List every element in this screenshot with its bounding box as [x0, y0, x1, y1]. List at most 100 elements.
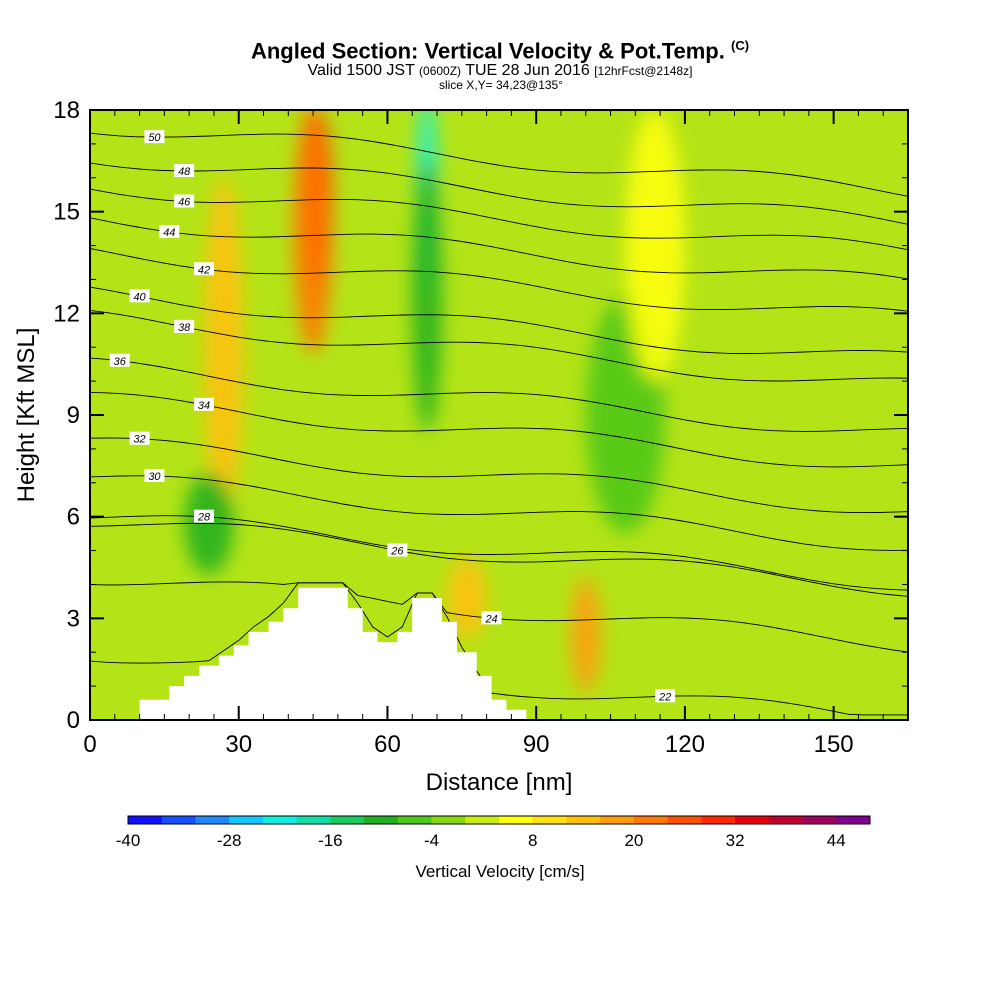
contour-label-44: 44 — [163, 227, 175, 239]
theta-contour-34 — [90, 391, 908, 468]
colorbar-swatch-7 — [364, 816, 399, 824]
velocity-feature-9 — [625, 110, 685, 382]
contour-label-box-26 — [387, 543, 408, 557]
theta-contour-22 — [90, 582, 908, 716]
y-tick-label-15: 15 — [53, 199, 80, 226]
colorbar-swatch-17 — [701, 816, 736, 824]
forecast-info: [12hrFcst@2148z] — [594, 64, 693, 79]
theta-contour-26 — [90, 522, 908, 597]
colorbar-swatch-16 — [667, 816, 702, 824]
colorbar-swatch-11 — [499, 816, 534, 824]
colorbar-swatch-21 — [836, 816, 871, 824]
x-tick-label-90: 90 — [523, 731, 550, 758]
colorbar-tick-32: 32 — [726, 831, 745, 850]
contour-label-box-50 — [144, 130, 165, 144]
x-tick-label-0: 0 — [83, 731, 96, 758]
theta-contour-44 — [90, 217, 908, 280]
colorbar-tick--28: -28 — [217, 831, 242, 850]
contour-label-box-24 — [481, 611, 502, 625]
theta-contour-36 — [90, 357, 908, 432]
contour-label-34: 34 — [198, 400, 210, 412]
y-axis-label: Height [Kft MSL] — [13, 328, 40, 503]
contour-label-box-36 — [109, 353, 130, 367]
colorbar-label: Vertical Velocity [cm/s] — [415, 862, 585, 881]
theta-contour-50 — [90, 132, 908, 197]
valid-time: Valid 1500 JST — [307, 62, 415, 80]
colorbar-tick--16: -16 — [318, 831, 343, 850]
x-axis: 0 30 60 90 120 150 — [83, 110, 884, 758]
contour-label-box-44 — [159, 225, 180, 238]
valid-date: TUE 28 Jun 2016 — [465, 62, 590, 80]
colorbar-swatch-2 — [195, 816, 230, 824]
y-tick-label-3: 3 — [67, 605, 80, 632]
contour-label-box-30 — [144, 469, 165, 482]
x-tick-label-120: 120 — [665, 731, 705, 758]
chart-valid-line: Valid 1500 JST (0600Z) TUE 28 Jun 2016 [… — [0, 63, 1000, 79]
colorbar-swatch-20 — [802, 816, 837, 824]
y-tick-label-0: 0 — [67, 707, 80, 734]
y-tick-label-6: 6 — [67, 504, 80, 531]
theta-contour-38 — [90, 309, 908, 382]
contour-label-32: 32 — [133, 434, 145, 446]
valid-zulu: (0600Z) — [419, 64, 462, 79]
colorbar-tick-20: 20 — [624, 831, 643, 850]
colorbar-swatch-1 — [161, 816, 196, 824]
y-tick-label-12: 12 — [53, 300, 80, 327]
x-tick-label-60: 60 — [374, 731, 401, 758]
colorbar-frame — [127, 815, 871, 825]
contour-label-box-38 — [174, 319, 195, 333]
colorbar-swatch-9 — [431, 816, 466, 824]
velocity-feature-1 — [293, 110, 333, 354]
contour-label-box-46 — [174, 194, 195, 208]
colorbar-swatch-3 — [229, 816, 264, 824]
slice-info: slice X,Y= 34,23@135° — [438, 78, 564, 93]
velocity-feature-7 — [446, 557, 487, 639]
contour-label-box-28 — [194, 509, 215, 523]
velocity-feature-3 — [412, 160, 442, 432]
colorbar-swatch-14 — [600, 816, 635, 824]
theta-contour-40 — [90, 286, 908, 354]
colorbar-swatch-4 — [262, 816, 298, 824]
contour-label-42: 42 — [198, 264, 210, 276]
plot-area: 22 24 26 28 30 32 34 36 38 40 42 44 46 48 50 — [90, 110, 908, 720]
contour-label-30: 30 — [148, 471, 161, 483]
colorbar-swatch-6 — [330, 816, 365, 824]
contour-label-50: 50 — [148, 132, 161, 144]
colorbar-tick-44: 44 — [827, 831, 846, 850]
colorbar-swatch-15 — [633, 816, 669, 824]
terrain-mask — [90, 587, 908, 720]
colorbar-swatch-10 — [465, 816, 500, 824]
contour-label-40: 40 — [133, 291, 146, 303]
theta-contour-labels: 22 24 26 28 30 32 34 36 38 40 42 44 46 48 50 — [109, 130, 676, 703]
colorbar-swatch-5 — [296, 816, 331, 824]
theta-contour-28 — [90, 515, 908, 591]
chart-title: Angled Section: Vertical Velocity & Pot.… — [0, 34, 1000, 63]
colorbar-swatch-8 — [397, 816, 433, 824]
contour-label-box-40 — [129, 289, 150, 303]
chart-header: Angled Section: Vertical Velocity & Pot.… — [0, 34, 1000, 91]
contour-label-box-22 — [655, 689, 676, 703]
colorbar-swatch-12 — [532, 816, 567, 824]
theta-contour-48 — [90, 162, 908, 225]
contour-label-46: 46 — [178, 197, 191, 209]
contour-label-box-34 — [194, 397, 215, 411]
contour-label-38: 38 — [178, 322, 191, 334]
colorbar: -40 -28 -16 -4 8 20 32 44 — [116, 815, 871, 850]
theta-contour-32 — [90, 437, 908, 514]
colorbar-tick-8: 8 — [528, 831, 537, 850]
theta-contour-46 — [90, 188, 908, 251]
contour-label-24: 24 — [484, 613, 497, 625]
colorbar-swatch-18 — [735, 816, 770, 824]
theta-contour-42 — [90, 248, 908, 312]
x-axis-label: Distance [nm] — [426, 769, 573, 796]
contour-label-22: 22 — [658, 691, 671, 703]
velocity-feature-6 — [570, 577, 601, 693]
contour-label-48: 48 — [178, 166, 191, 178]
contour-label-box-48 — [174, 164, 195, 177]
colorbar-swatch-0 — [128, 816, 163, 824]
theta-contour-30 — [90, 475, 908, 551]
x-tick-label-30: 30 — [225, 731, 252, 758]
colorbar-tick--4: -4 — [424, 831, 439, 850]
